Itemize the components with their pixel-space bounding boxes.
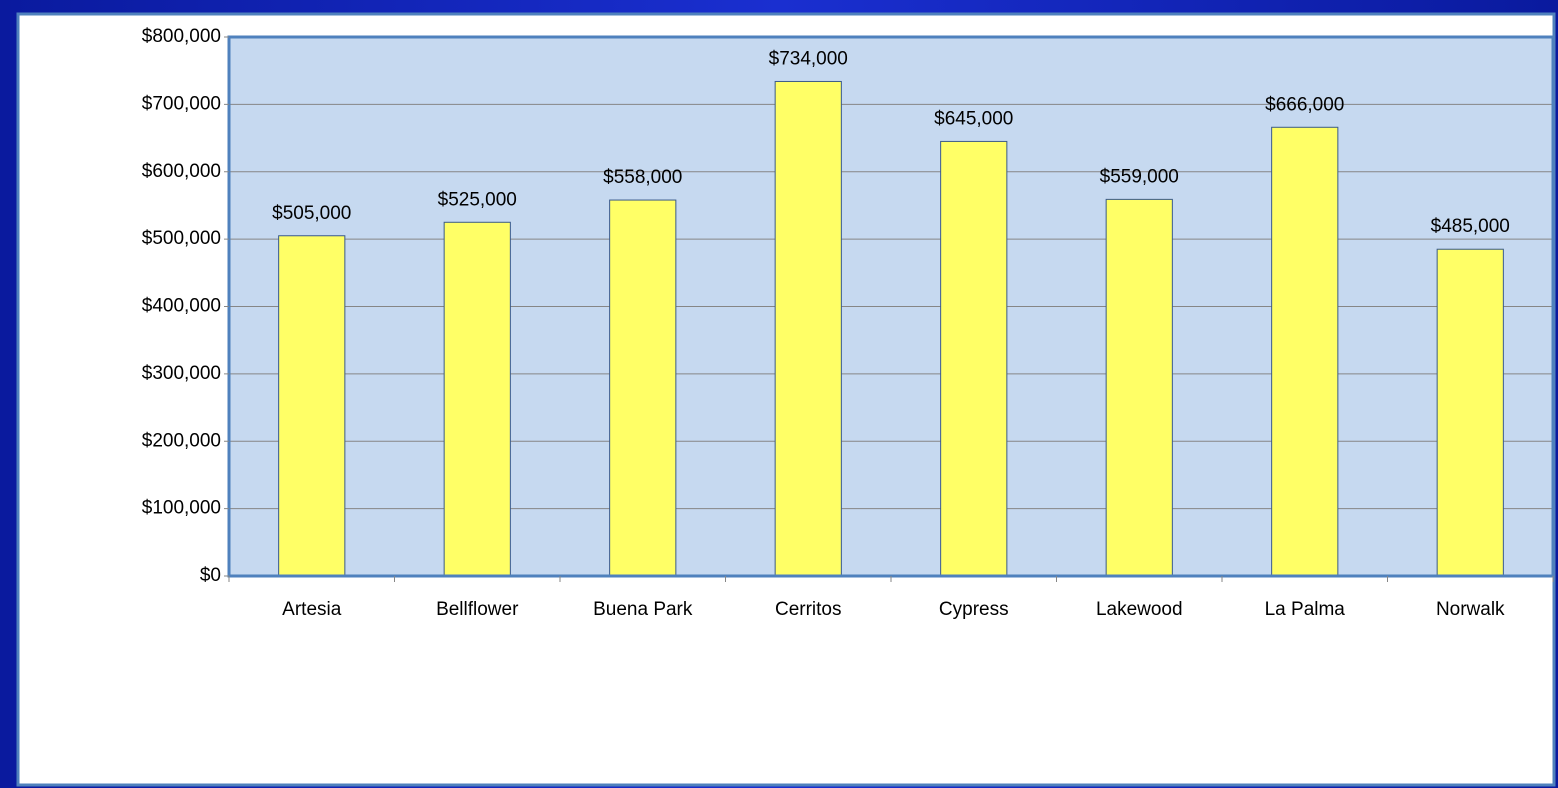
x-tick-label: Cypress: [939, 599, 1009, 620]
marks: $505,000 $525,000 $558,000 $734,000 $645,000…: [272, 48, 1510, 577]
y-tick-label: $700,000: [142, 93, 221, 114]
x-tick-label: Lakewood: [1096, 599, 1183, 620]
bar: [1436, 248, 1504, 577]
y-tick-label: $200,000: [142, 430, 221, 451]
value-label: $485,000: [1431, 216, 1510, 237]
y-tick-label: $300,000: [142, 363, 221, 384]
x-tick-label: La Palma: [1265, 599, 1346, 620]
value-label: $559,000: [1100, 166, 1179, 187]
bar: [443, 221, 511, 577]
value-label: $734,000: [769, 48, 848, 69]
y-tick-label: $400,000: [142, 296, 221, 317]
value-label: $558,000: [603, 167, 682, 188]
y-tick-label: $600,000: [142, 161, 221, 182]
x-tick-label: Buena Park: [593, 599, 693, 620]
value-label: $666,000: [1265, 94, 1344, 115]
bar: [1271, 126, 1339, 577]
x-tick-label: Bellflower: [436, 599, 519, 620]
bar: [940, 140, 1008, 577]
x-tick-label: Norwalk: [1436, 599, 1505, 620]
bar: [278, 235, 346, 577]
x-tick-label: Cerritos: [775, 599, 842, 620]
value-label: $645,000: [934, 108, 1013, 129]
y-tick-label: $100,000: [142, 498, 221, 519]
bar: [1105, 198, 1173, 577]
x-tick-label: Artesia: [282, 599, 342, 620]
y-tick-label: $800,000: [142, 26, 221, 47]
bar: [609, 199, 677, 577]
value-label: $525,000: [438, 189, 517, 210]
bar: [774, 80, 842, 577]
y-tick-label: $500,000: [142, 228, 221, 249]
value-label: $505,000: [272, 203, 351, 224]
y-tick-label: $0: [200, 565, 221, 586]
